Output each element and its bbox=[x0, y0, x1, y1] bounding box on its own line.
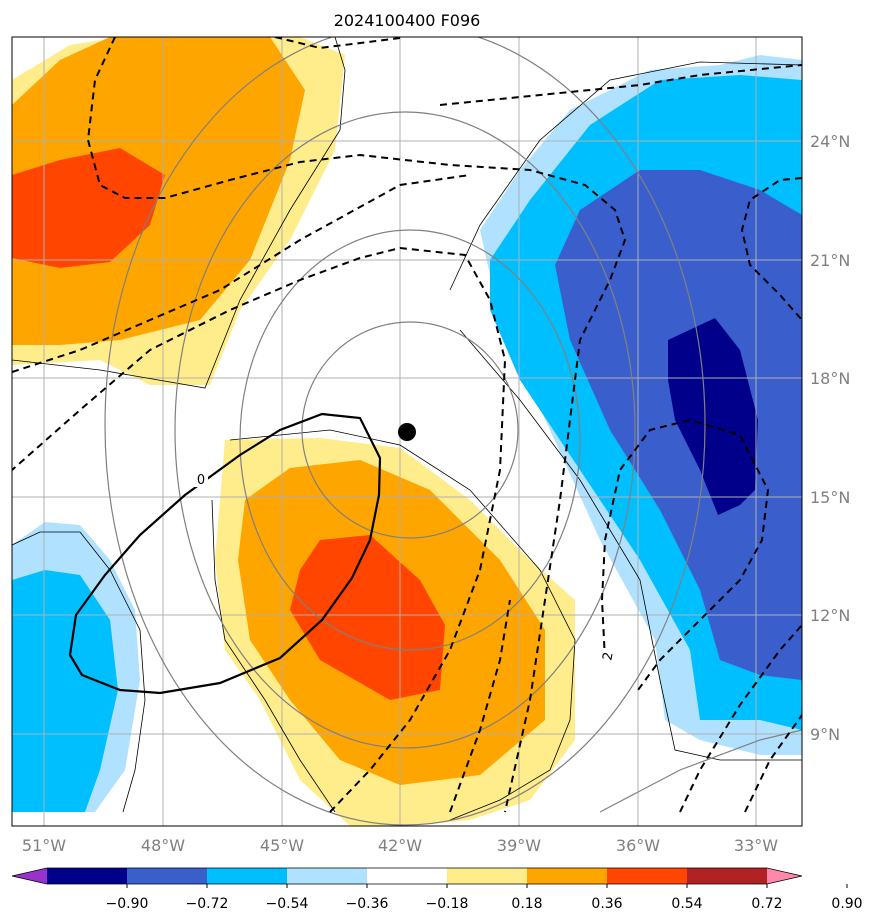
dashed-contours bbox=[12, 37, 802, 813]
storm-center-marker bbox=[398, 423, 416, 441]
lat-label: 21°N bbox=[810, 251, 850, 270]
contour-label-text: 0 bbox=[197, 473, 205, 488]
colorbar-segment bbox=[687, 868, 768, 884]
gridlines bbox=[12, 37, 802, 826]
lon-label: 45°W bbox=[260, 836, 304, 855]
lat-label: 24°N bbox=[810, 132, 850, 151]
colorbar-extend-high bbox=[767, 868, 802, 884]
lon-label: 36°W bbox=[616, 836, 660, 855]
colorbar-segment bbox=[127, 868, 208, 884]
map-frame bbox=[11, 36, 803, 827]
latitude-labels: 24°N 21°N 18°N 15°N 12°N 9°N bbox=[810, 132, 850, 744]
lat-label: 18°N bbox=[810, 369, 850, 388]
lon-label: 42°W bbox=[378, 836, 422, 855]
map-content: 0 2 bbox=[12, 37, 802, 826]
colorbar-tick-label: −0.36 bbox=[346, 896, 389, 912]
colorbar-ticks: −0.90 −0.72 −0.54 −0.36 −0.18 0.18 0.36 0.54 0.7… bbox=[106, 884, 863, 912]
solid-zero-contour bbox=[68, 412, 382, 695]
warm-anomaly-center bbox=[215, 438, 575, 826]
colorbar: −0.90 −0.72 −0.54 −0.36 −0.18 0.18 0.36 0.54 0.7… bbox=[11, 867, 863, 912]
colorbar-segment bbox=[527, 868, 608, 884]
colorbar-tick-label: −0.72 bbox=[186, 896, 229, 912]
colorbar-tick-label: −0.90 bbox=[106, 896, 149, 912]
colorbar-tick-label: 0.90 bbox=[831, 896, 862, 912]
colorbar-segment bbox=[207, 868, 288, 884]
colorbar-segments bbox=[12, 868, 802, 884]
warm-anomaly-northwest bbox=[12, 37, 345, 385]
colorbar-tick-label: −0.18 bbox=[426, 896, 469, 912]
contour-label-two: 2 bbox=[600, 648, 617, 664]
contour-label-text: 2 bbox=[600, 651, 616, 662]
colorbar-tick-label: 0.72 bbox=[751, 896, 782, 912]
lat-label: 15°N bbox=[810, 488, 850, 507]
colorbar-tick-label: −0.54 bbox=[266, 896, 309, 912]
lon-label: 51°W bbox=[22, 836, 66, 855]
lon-label: 48°W bbox=[141, 836, 185, 855]
gray-contours bbox=[104, 37, 802, 826]
colorbar-tick-label: 0.54 bbox=[671, 896, 702, 912]
longitude-labels: 51°W 48°W 45°W 42°W 39°W 36°W 33°W bbox=[22, 836, 778, 855]
colorbar-outline bbox=[11, 867, 803, 885]
colorbar-segment bbox=[607, 868, 688, 884]
contour-label-zero: 0 bbox=[194, 471, 208, 488]
lon-label: 33°W bbox=[734, 836, 778, 855]
lat-label: 9°N bbox=[810, 725, 840, 744]
colorbar-segment bbox=[447, 868, 528, 884]
colorbar-segment bbox=[47, 868, 128, 884]
figure-title: 2024100400 F096 bbox=[334, 11, 481, 30]
cold-anomaly-east bbox=[480, 55, 802, 755]
lat-label: 12°N bbox=[810, 606, 850, 625]
colorbar-tick-label: 0.36 bbox=[591, 896, 622, 912]
colorbar-segment bbox=[367, 868, 448, 884]
colorbar-tick-label: 0.18 bbox=[511, 896, 542, 912]
colorbar-extend-low bbox=[12, 868, 47, 884]
colorbar-segment bbox=[287, 868, 368, 884]
lon-label: 39°W bbox=[497, 836, 541, 855]
